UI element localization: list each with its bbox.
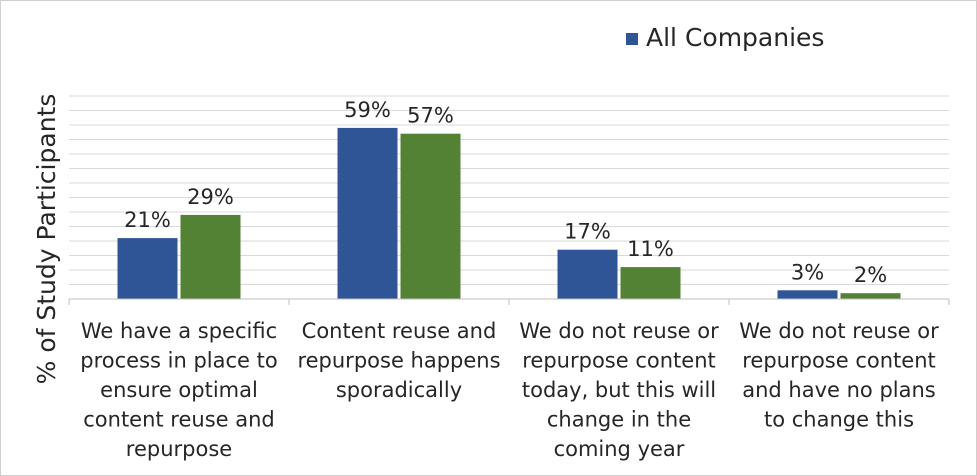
bar-series-2-cat-4: [840, 293, 901, 299]
category-label-line: We have a specific: [81, 319, 277, 343]
data-labels: 21% 29% 59% 57% 17% 11% 3% 2%: [124, 98, 887, 287]
data-label-series-2-cat-3: 11%: [627, 237, 674, 261]
category-labels: We have a specific process in place to ens…: [80, 319, 939, 461]
data-label-series-1-cat-4: 3%: [791, 260, 824, 284]
y-axis-label: % of Study Participants: [32, 94, 61, 385]
category-label-line: change in the: [547, 408, 691, 432]
bar-series-2-cat-3: [620, 267, 681, 299]
gridlines: [69, 95, 949, 285]
category-label-3: We do not reuse or repurpose content today…: [519, 319, 719, 461]
category-label-line: today, but this will: [522, 378, 716, 402]
legend: All Companies: [626, 23, 824, 52]
category-label-line: coming year: [554, 437, 685, 461]
category-label-line: Content reuse and: [302, 319, 497, 343]
category-label-1: We have a specific process in place to ens…: [80, 319, 277, 461]
bars: [117, 127, 901, 300]
bar-series-1-cat-1: [117, 238, 178, 299]
category-label-line: ensure optimal: [100, 378, 258, 402]
data-label-series-1-cat-1: 21%: [124, 208, 171, 232]
category-label-line: We do not reuse or: [739, 319, 939, 343]
data-label-series-1-cat-2: 59%: [344, 98, 391, 122]
bar-series-1-cat-3: [557, 249, 618, 299]
data-label-series-1-cat-3: 17%: [564, 220, 611, 244]
category-label-line: repurpose content: [742, 349, 935, 373]
category-label-line: repurpose happens: [297, 349, 500, 373]
category-label-line: sporadically: [336, 378, 462, 402]
category-label-2: Content reuse and repurpose happens sporad…: [297, 319, 500, 402]
x-axis: [68, 298, 950, 305]
data-label-series-2-cat-2: 57%: [407, 104, 454, 128]
category-label-line: content reuse and: [83, 408, 275, 432]
category-label-line: process in place to: [80, 349, 277, 373]
bar-series-2-cat-1: [180, 214, 241, 299]
legend-label-all-companies: All Companies: [646, 23, 824, 52]
bar-series-1-cat-4: [777, 290, 838, 299]
data-label-series-2-cat-4: 2%: [854, 263, 887, 287]
category-label-line: and have no plans: [742, 378, 936, 402]
category-label-4: We do not reuse or repurpose content and h…: [739, 319, 939, 432]
category-label-line: repurpose content: [522, 349, 715, 373]
category-label-line: We do not reuse or: [519, 319, 719, 343]
data-label-series-2-cat-1: 29%: [187, 185, 234, 209]
bar-series-2-cat-2: [400, 133, 461, 299]
category-label-line: repurpose: [126, 437, 232, 461]
legend-swatch-all-companies: [626, 33, 638, 45]
category-label-line: to change this: [764, 408, 914, 432]
bar-series-1-cat-2: [337, 127, 398, 300]
